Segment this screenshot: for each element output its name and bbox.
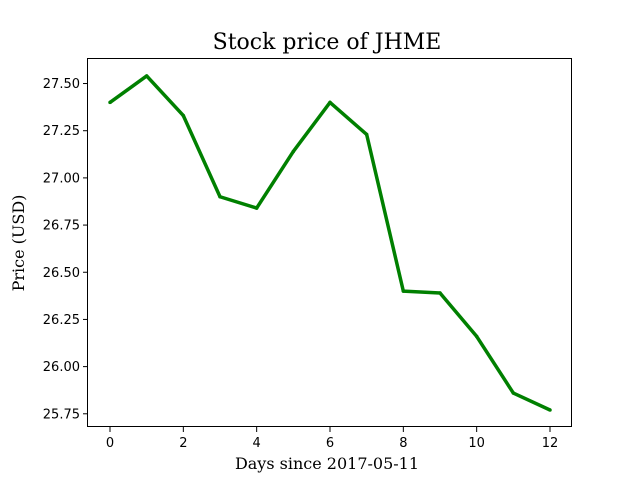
y-axis-label: Price (USD) <box>9 195 28 292</box>
x-tick-label: 2 <box>179 436 187 451</box>
y-tick-label: 27.25 <box>43 124 80 139</box>
y-tick-label: 26.50 <box>43 266 80 281</box>
y-tick-label: 27.50 <box>43 77 80 92</box>
y-axis: 25.75 26.00 26.25 26.50 26.75 27.00 27.25 27.50 <box>43 77 88 422</box>
data-point <box>291 149 296 154</box>
y-tick-label: 26.75 <box>43 219 80 234</box>
data-point <box>144 74 149 78</box>
data-point <box>108 100 112 105</box>
series-line-0 <box>108 74 551 412</box>
x-tick-label: 12 <box>542 436 559 451</box>
x-axis: 0 2 4 6 8 10 12 <box>106 427 558 451</box>
x-tick-label: 8 <box>399 436 407 451</box>
chart-title: Stock price of JHME <box>213 30 442 55</box>
y-tick-label: 26.00 <box>43 360 80 375</box>
data-point <box>218 195 222 199</box>
data-point <box>438 291 442 295</box>
data-point <box>364 132 369 137</box>
x-axis-label: Days since 2017-05-11 <box>235 454 419 473</box>
y-tick-label: 25.75 <box>43 407 80 422</box>
data-point <box>511 391 516 395</box>
x-tick-label: 6 <box>326 436 334 451</box>
x-tick-label: 4 <box>253 436 261 451</box>
x-tick-label: 10 <box>468 436 485 451</box>
data-point <box>548 408 552 412</box>
data-point <box>401 289 406 293</box>
data-point <box>328 100 332 105</box>
series-layer <box>108 74 552 412</box>
data-point <box>254 206 259 210</box>
data-point <box>474 334 479 339</box>
y-tick-label: 26.25 <box>43 313 80 328</box>
plot-frame <box>87 58 572 427</box>
x-tick-label: 0 <box>106 436 114 451</box>
y-tick-label: 27.00 <box>43 171 80 186</box>
data-point <box>181 113 186 118</box>
